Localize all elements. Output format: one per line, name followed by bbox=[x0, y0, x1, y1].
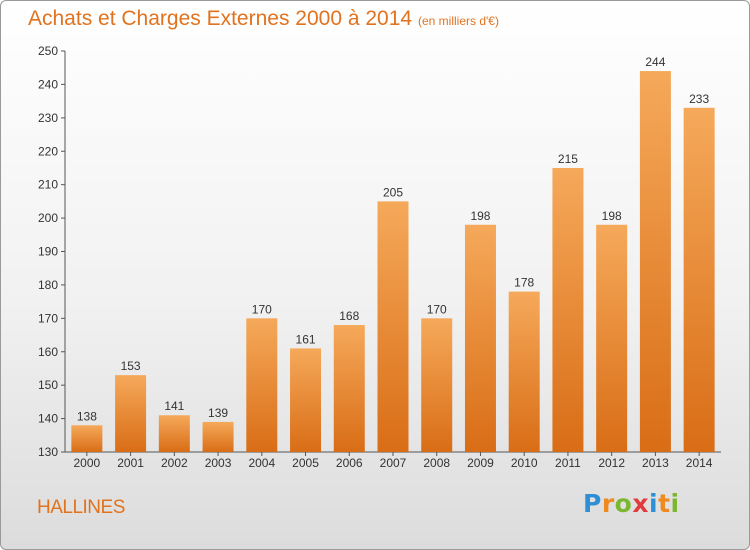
bar bbox=[202, 421, 234, 452]
x-tick-label: 2002 bbox=[161, 456, 188, 470]
x-tick-label: 2004 bbox=[248, 456, 275, 470]
data-label: 138 bbox=[77, 409, 97, 423]
x-tick-label: 2001 bbox=[117, 456, 144, 470]
x-tick-label: 2003 bbox=[205, 456, 232, 470]
y-tick-label: 170 bbox=[38, 311, 58, 325]
y-tick-label: 140 bbox=[38, 412, 58, 426]
bar bbox=[596, 224, 628, 452]
x-tick-label: 2009 bbox=[467, 456, 494, 470]
logo-letter: i bbox=[649, 489, 659, 518]
bar bbox=[71, 425, 103, 452]
x-tick-label: 2000 bbox=[74, 456, 101, 470]
commune-name: HALLINES bbox=[37, 497, 125, 518]
x-tick-label: 2011 bbox=[555, 456, 581, 470]
chart-subtitle: (en milliers d'€) bbox=[418, 14, 499, 28]
y-tick-label: 190 bbox=[38, 245, 58, 259]
x-tick-label: 2006 bbox=[336, 456, 363, 470]
data-label: 170 bbox=[427, 302, 447, 316]
bar bbox=[290, 348, 322, 452]
data-label: 153 bbox=[121, 359, 141, 373]
bar bbox=[508, 291, 540, 452]
y-tick-label: 210 bbox=[38, 178, 58, 192]
logo-letter: P bbox=[583, 489, 602, 518]
x-tick-label: 2010 bbox=[511, 456, 538, 470]
x-tick-label: 2013 bbox=[642, 456, 669, 470]
y-tick-label: 130 bbox=[38, 445, 58, 459]
bar bbox=[639, 71, 671, 453]
x-tick-label: 2007 bbox=[380, 456, 407, 470]
y-tick-label: 240 bbox=[38, 77, 58, 91]
bar bbox=[115, 375, 147, 452]
data-label: 233 bbox=[689, 92, 709, 106]
y-tick-label: 180 bbox=[38, 278, 58, 292]
bar bbox=[333, 325, 365, 452]
data-label: 161 bbox=[296, 332, 316, 346]
y-tick-label: 160 bbox=[38, 345, 58, 359]
bar bbox=[158, 415, 190, 452]
x-tick-label: 2014 bbox=[686, 456, 713, 470]
data-label: 215 bbox=[558, 152, 578, 166]
data-label: 205 bbox=[383, 185, 403, 199]
y-tick-label: 230 bbox=[38, 111, 58, 125]
bar bbox=[464, 224, 496, 452]
logo-letter: o bbox=[614, 489, 633, 518]
data-label: 139 bbox=[208, 406, 228, 420]
data-label: 178 bbox=[514, 276, 534, 290]
data-label: 198 bbox=[602, 209, 622, 223]
chart-title: Achats et Charges Externes 2000 à 2014 bbox=[28, 7, 413, 30]
bar bbox=[246, 318, 278, 452]
chart-bars bbox=[71, 71, 715, 453]
data-label: 168 bbox=[339, 309, 359, 323]
logo-letter: i bbox=[670, 489, 680, 518]
x-tick-label: 2005 bbox=[292, 456, 319, 470]
bar bbox=[552, 167, 584, 453]
y-tick-label: 220 bbox=[38, 144, 58, 158]
x-tick-label: 2008 bbox=[423, 456, 450, 470]
data-label: 244 bbox=[645, 55, 665, 69]
logo-letter: x bbox=[632, 489, 649, 518]
logo-letter: r bbox=[601, 489, 615, 518]
y-tick-label: 150 bbox=[38, 378, 58, 392]
bar bbox=[421, 318, 453, 452]
y-tick-label: 200 bbox=[38, 211, 58, 225]
chart-labels: 2000 138 2001 153 2002 141 2003 139 2004 170 2005 1… bbox=[74, 55, 713, 470]
data-label: 198 bbox=[470, 209, 490, 223]
data-label: 170 bbox=[252, 302, 272, 316]
y-tick-label: 250 bbox=[38, 44, 58, 58]
bar bbox=[683, 107, 715, 452]
logo-letter: t bbox=[658, 489, 671, 518]
bar bbox=[377, 201, 409, 452]
data-label: 141 bbox=[164, 399, 184, 413]
x-tick-label: 2012 bbox=[598, 456, 625, 470]
proxiti-logo: Proxiti bbox=[583, 489, 680, 518]
